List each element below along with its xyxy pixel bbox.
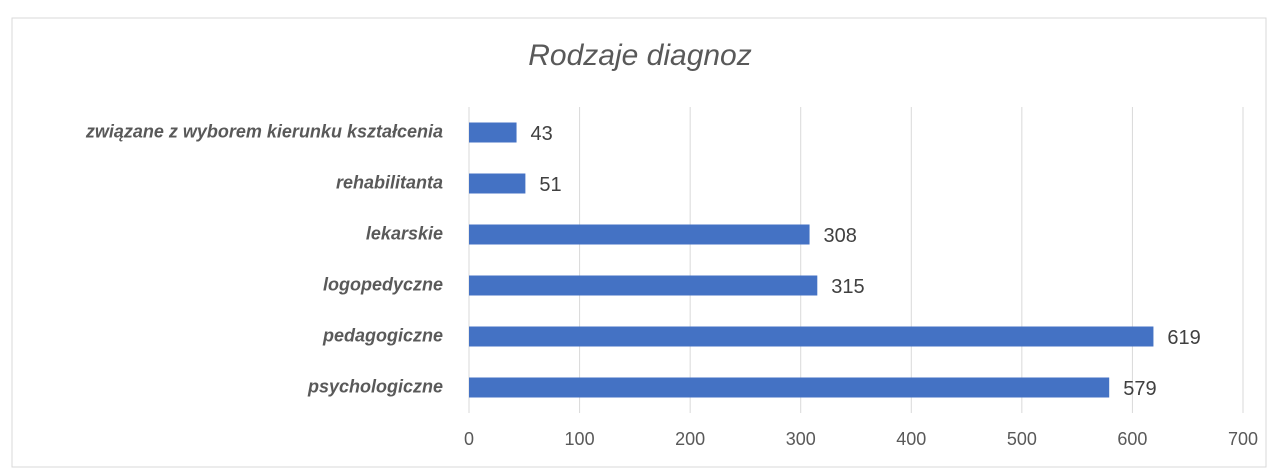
bar [469,326,1154,347]
value-label: 579 [1123,378,1156,400]
value-label: 51 [539,174,561,196]
x-tick-label: 400 [896,429,926,449]
bar [469,224,810,245]
value-label: 308 [824,225,857,247]
bar [469,122,517,143]
x-tick-label: 300 [786,429,816,449]
x-tick-label: 700 [1228,429,1258,449]
x-tick-label: 100 [565,429,595,449]
y-tick-label: rehabilitanta [336,172,443,192]
value-label: 43 [531,123,553,145]
y-tick-label: związane z wyborem kierunku kształcenia [85,121,443,141]
y-tick-label: pedagogiczne [322,325,443,345]
x-tick-label: 600 [1117,429,1147,449]
y-tick-label: logopedyczne [323,274,443,294]
bar [469,173,526,194]
chart-title: Rodzaje diagnoz [528,39,752,72]
y-tick-label: lekarskie [366,223,443,243]
value-label: 315 [831,276,864,298]
x-tick-label: 200 [675,429,705,449]
x-tick-label: 0 [464,429,474,449]
bar [469,377,1110,398]
value-label: 619 [1167,327,1200,349]
x-tick-label: 500 [1007,429,1037,449]
bar [469,275,818,296]
y-tick-label: psychologiczne [307,376,443,396]
